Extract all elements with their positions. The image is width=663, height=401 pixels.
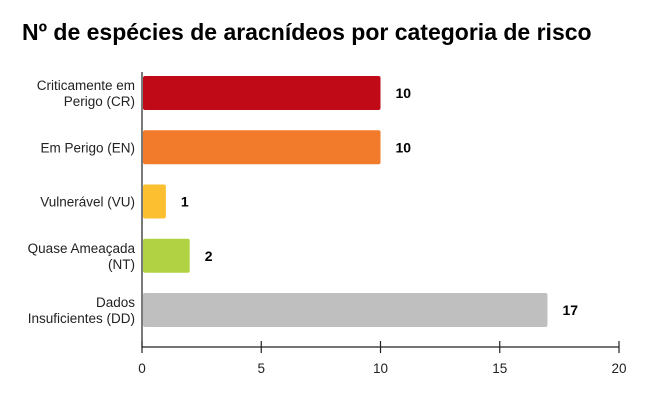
bar	[143, 130, 381, 165]
category-label: Dados Insuficientes (DD)	[28, 295, 136, 326]
category-label-line: Vulnerável (VU)	[40, 195, 135, 210]
x-tick-label: 15	[492, 361, 507, 376]
category-label-line: Perigo (CR)	[64, 94, 135, 109]
data-label: 10	[396, 139, 412, 155]
x-tick-label: 20	[611, 361, 626, 376]
category-label-line: Em Perigo (EN)	[40, 140, 135, 155]
data-label: 10	[396, 85, 412, 101]
category-label: Em Perigo (EN)	[40, 140, 135, 155]
category-label: Criticamente em Perigo (CR)	[37, 78, 135, 109]
category-label-line: Criticamente em	[37, 78, 135, 93]
data-label: 1	[181, 194, 189, 210]
x-tick-label: 5	[257, 361, 265, 376]
x-tick-label: 0	[138, 361, 146, 376]
category-label: Vulnerável (VU)	[40, 195, 135, 210]
category-label-line: Insuficientes (DD)	[28, 311, 135, 326]
chart-title: Nº de espécies de aracnídeos por categor…	[22, 19, 592, 45]
bar	[143, 238, 190, 273]
bar	[143, 76, 381, 110]
x-tick-label: 10	[373, 361, 388, 376]
data-label: 17	[562, 302, 578, 318]
category-label-line: (NT)	[108, 257, 135, 272]
category-label-line: Dados	[96, 295, 135, 310]
bar	[143, 184, 166, 219]
data-label: 2	[205, 248, 213, 264]
category-label-line: Quase Ameaçada	[28, 241, 136, 256]
bar	[143, 293, 548, 327]
category-label: Quase Ameaçada (NT)	[28, 241, 136, 272]
